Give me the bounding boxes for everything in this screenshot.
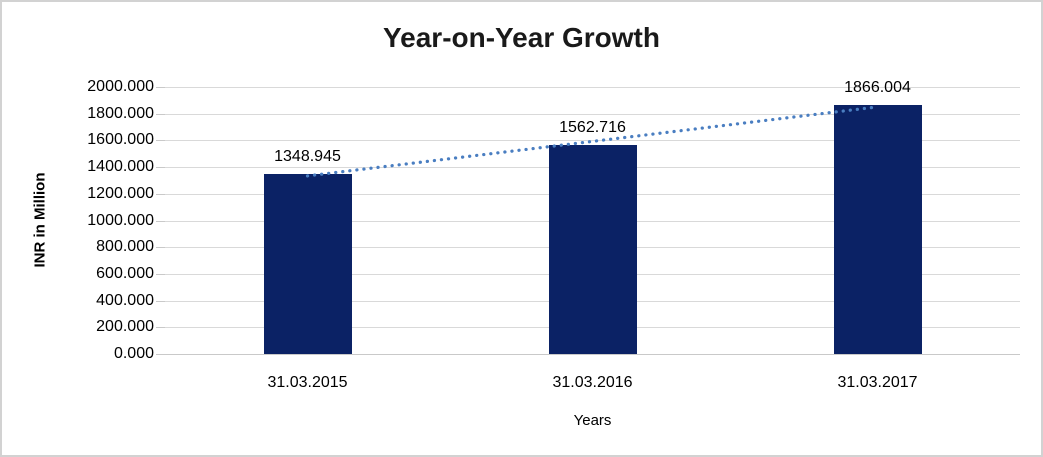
data-label: 1562.716 <box>559 119 626 137</box>
y-tick-label: 1600.000 <box>87 131 154 149</box>
data-label: 1348.945 <box>274 147 341 165</box>
y-tick-mark <box>156 247 165 249</box>
y-tick-mark <box>156 140 165 142</box>
x-tick-label: 31.03.2016 <box>552 374 633 391</box>
x-tick-label: 31.03.2015 <box>267 374 348 391</box>
x-tick-label: 31.03.2017 <box>837 374 918 391</box>
y-tick-mark <box>156 87 165 88</box>
gridline <box>165 87 1020 88</box>
y-tick-label: 1200.000 <box>87 184 154 202</box>
y-tick-mark <box>156 300 165 302</box>
bar <box>548 145 637 354</box>
y-tick-label: 200.000 <box>96 318 154 336</box>
y-tick-label: 1000.000 <box>87 211 154 229</box>
y-tick-mark <box>156 327 165 329</box>
y-tick-mark <box>156 220 165 222</box>
y-tick-label: 1400.000 <box>87 158 154 176</box>
bar <box>263 173 352 354</box>
y-tick-mark <box>156 113 165 115</box>
y-tick-label: 400.000 <box>96 291 154 309</box>
x-axis-title: Years <box>573 412 612 429</box>
data-label: 1866.004 <box>844 78 911 96</box>
y-axis-title: INR in Million <box>31 172 49 268</box>
gridline <box>165 354 1020 355</box>
y-tick-mark <box>156 193 165 195</box>
y-tick-mark <box>156 354 165 355</box>
y-tick-label: 1800.000 <box>87 104 154 122</box>
y-tick-mark <box>156 167 165 169</box>
bar <box>833 104 922 354</box>
y-tick-label: 2000.000 <box>87 78 154 95</box>
chart-title: Year-on-Year Growth <box>383 22 660 53</box>
y-tick-label: 800.000 <box>96 238 154 256</box>
y-tick-label: 600.000 <box>96 264 154 282</box>
y-tick-label: 0.000 <box>113 345 154 362</box>
y-tick-mark <box>156 273 165 275</box>
